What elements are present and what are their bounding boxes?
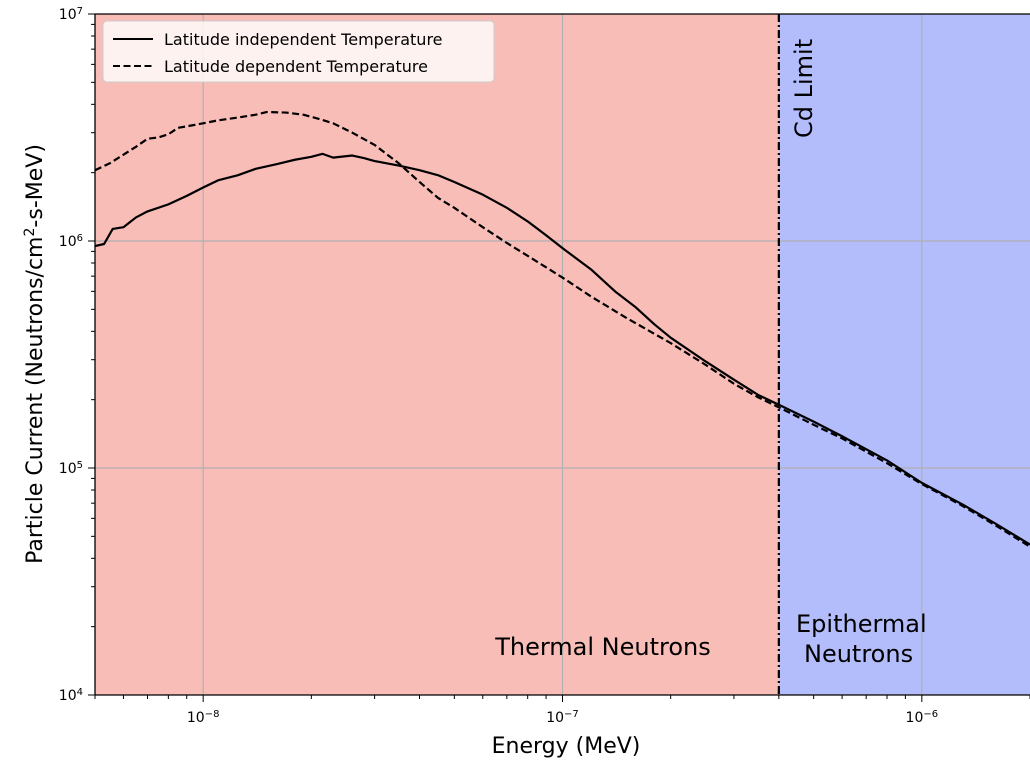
series-line-0 [95, 152, 1030, 546]
grid-lines [95, 14, 1030, 695]
x-tick-label-1: 10−7 [546, 709, 579, 727]
y-tick-label-3: 107 [59, 6, 83, 24]
y-tick-label-0: 104 [59, 687, 83, 705]
region-label-thermal: Thermal Neutrons [494, 633, 711, 661]
y-tick-label-2: 106 [59, 233, 83, 251]
axis-ticks: 10−8 10−7 10−6 104 105 106 107 [59, 6, 1030, 727]
x-tick-label-0: 10−8 [187, 709, 220, 727]
legend-label-independent: Latitude independent Temperature [164, 30, 443, 49]
cd-limit-label: Cd Limit [790, 39, 818, 138]
region-label-epithermal-0: Epithermal [796, 610, 927, 638]
series-line-1 [95, 110, 1030, 548]
legend-label-dependent: Latitude dependent Temperature [164, 57, 428, 76]
legend-box [102, 20, 495, 83]
shaded-regions [95, 14, 1030, 695]
region-1 [778, 14, 1030, 695]
region-label-epithermal-1: Neutrons [804, 640, 913, 668]
cd-limit-line: Cd Limit [777, 14, 818, 695]
region-0 [95, 14, 779, 695]
y-tick-label-1: 105 [59, 460, 83, 478]
y-axis-title: Particle Current (Neutrons/cm2-s-MeV) [22, 144, 48, 564]
series-lines [95, 110, 1030, 548]
legend: Latitude independent Temperature Latitud… [102, 20, 495, 83]
x-axis-title: Energy (MeV) [492, 734, 641, 759]
x-tick-label-2: 10−6 [906, 709, 939, 727]
